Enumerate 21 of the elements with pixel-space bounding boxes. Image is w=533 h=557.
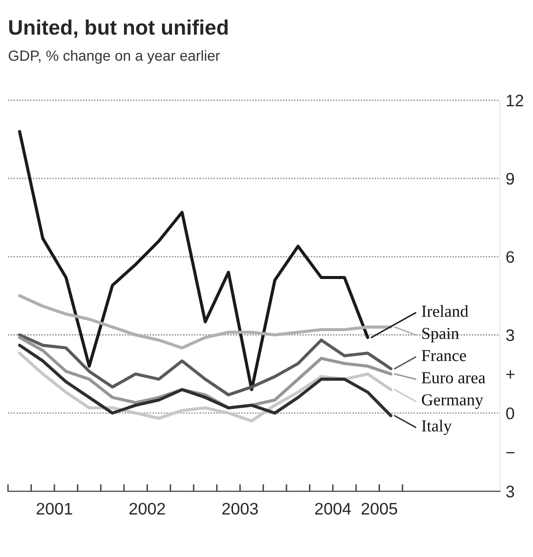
y-tick-label: 3 [506, 329, 514, 342]
legend-label: Euro area [422, 372, 486, 384]
legend-label: Spain [422, 328, 459, 342]
y-tick-label: 3 [506, 486, 514, 498]
chart-title: United, but not unified [9, 19, 228, 38]
x-tick-label: 2004 [315, 502, 351, 515]
x-tick-label: 2005 [362, 502, 398, 515]
y-tick-label: 12 [506, 94, 524, 106]
legend-label: Germany [422, 394, 484, 409]
y-tick-label: 0 [506, 407, 514, 420]
y-tick-label: 6 [506, 251, 514, 263]
text: Ireland [422, 305, 468, 317]
x-tick-label: 2002 [130, 502, 165, 515]
legend-label: France [422, 350, 466, 362]
y-tick-label: − [506, 452, 514, 454]
y-tick-label: + [506, 370, 514, 379]
chart-subtitle: GDP, % change on a year earlier [8, 50, 220, 64]
x-tick-label: 2003 [222, 502, 258, 515]
legend-label: Italy [422, 420, 452, 435]
y-tick-label: 9 [506, 172, 514, 185]
x-tick-label: 2001 [36, 502, 72, 515]
